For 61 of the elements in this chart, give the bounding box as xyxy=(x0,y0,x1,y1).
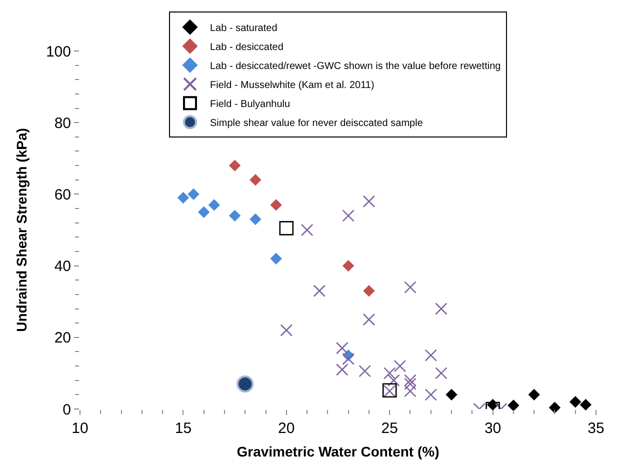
point xyxy=(528,388,540,401)
point xyxy=(177,192,190,204)
x-tick-label: 25 xyxy=(381,420,398,437)
point xyxy=(313,284,326,298)
legend-label: Lab - desiccated xyxy=(210,42,284,54)
point xyxy=(270,199,282,211)
y-tick-label: 60 xyxy=(54,186,71,204)
point xyxy=(404,378,416,390)
point xyxy=(508,400,520,412)
point xyxy=(363,285,375,297)
point xyxy=(362,313,376,326)
legend-label: Simple shear value for never deisccated sample xyxy=(210,118,424,130)
x-tick-label: 35 xyxy=(588,420,604,437)
x-axis-title: Gravimetric Water Content (%) xyxy=(236,443,440,460)
y-tick-label: 20 xyxy=(54,330,71,347)
point xyxy=(342,210,354,222)
point xyxy=(394,360,406,372)
point xyxy=(342,352,354,366)
y-tick-label: 100 xyxy=(46,43,71,60)
point xyxy=(228,160,241,172)
point xyxy=(383,367,396,380)
point xyxy=(250,174,262,186)
point xyxy=(250,213,262,226)
y-axis-title: Undraind Shear Strength (kPa) xyxy=(14,128,30,332)
point xyxy=(548,402,561,414)
point xyxy=(446,388,458,401)
point xyxy=(362,195,376,208)
point xyxy=(404,374,416,387)
point xyxy=(228,210,241,222)
point xyxy=(580,398,592,411)
point xyxy=(198,206,210,218)
point xyxy=(336,342,348,354)
point xyxy=(208,199,220,211)
legend-label: Field - Bulyanhulu xyxy=(210,99,290,110)
point xyxy=(424,388,438,401)
y-tick-label: 80 xyxy=(54,114,71,132)
x-tick-label: 20 xyxy=(278,420,295,437)
point xyxy=(404,281,416,294)
point xyxy=(404,384,416,398)
point xyxy=(342,260,354,272)
point xyxy=(435,367,448,380)
point xyxy=(570,396,582,408)
legend-label: Lab - desiccated/rewet -GWC shown is the value before rewetting xyxy=(210,61,501,72)
y-tick-label: 40 xyxy=(54,258,71,276)
point xyxy=(270,252,282,264)
point xyxy=(300,224,314,236)
point xyxy=(336,363,348,376)
point xyxy=(388,374,400,387)
y-tick-label: 0 xyxy=(62,401,71,418)
x-tick-label: 15 xyxy=(174,420,192,437)
legend-label: Field - Musselwhite (Kam et al. 2011) xyxy=(210,80,374,92)
x-tick-label: 30 xyxy=(484,420,502,437)
point xyxy=(358,364,371,378)
x-tick-label: 10 xyxy=(72,420,88,437)
point xyxy=(279,221,294,236)
legend-label: Lab - saturated xyxy=(210,23,278,34)
point xyxy=(435,302,448,315)
point xyxy=(280,324,293,336)
point xyxy=(236,375,254,392)
point xyxy=(188,188,200,200)
point xyxy=(424,349,438,362)
